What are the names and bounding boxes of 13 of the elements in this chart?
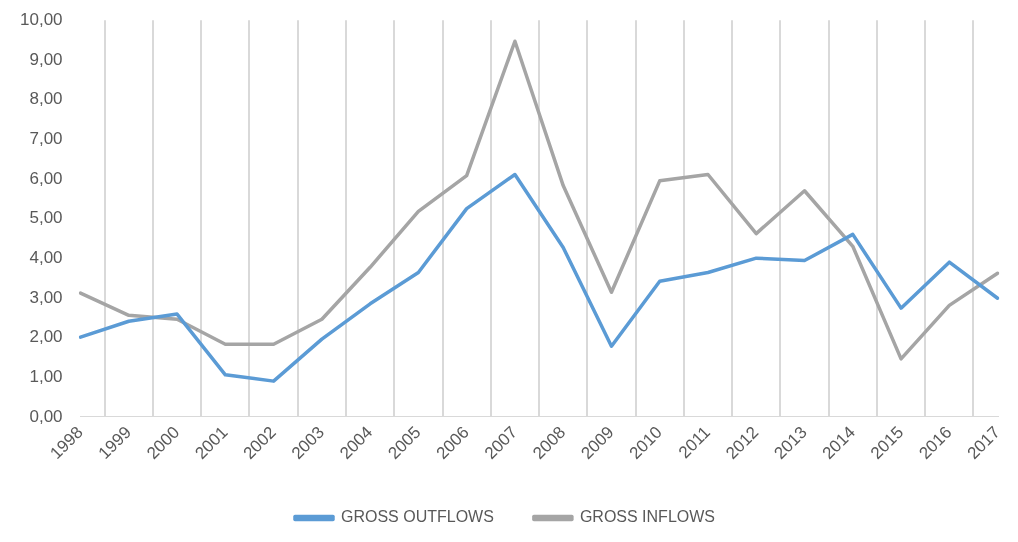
y-tick-label: 2,00 (29, 327, 63, 347)
y-tick-label: 3,00 (29, 287, 63, 307)
y-tick-label: 9,00 (29, 49, 63, 69)
y-tick-label: 6,00 (29, 168, 63, 188)
y-tick-label: 4,00 (29, 247, 63, 267)
y-tick-label: 0,00 (29, 406, 63, 426)
legend-label: GROSS OUTFLOWS (340, 508, 494, 526)
legend-label: GROSS INFLOWS (579, 508, 716, 526)
y-tick-label: 1,00 (29, 366, 63, 386)
y-tick-label: 8,00 (29, 89, 63, 109)
y-tick-label: 5,00 (29, 208, 63, 228)
y-tick-label: 7,00 (29, 128, 63, 148)
y-tick-label: 10,00 (19, 9, 63, 29)
